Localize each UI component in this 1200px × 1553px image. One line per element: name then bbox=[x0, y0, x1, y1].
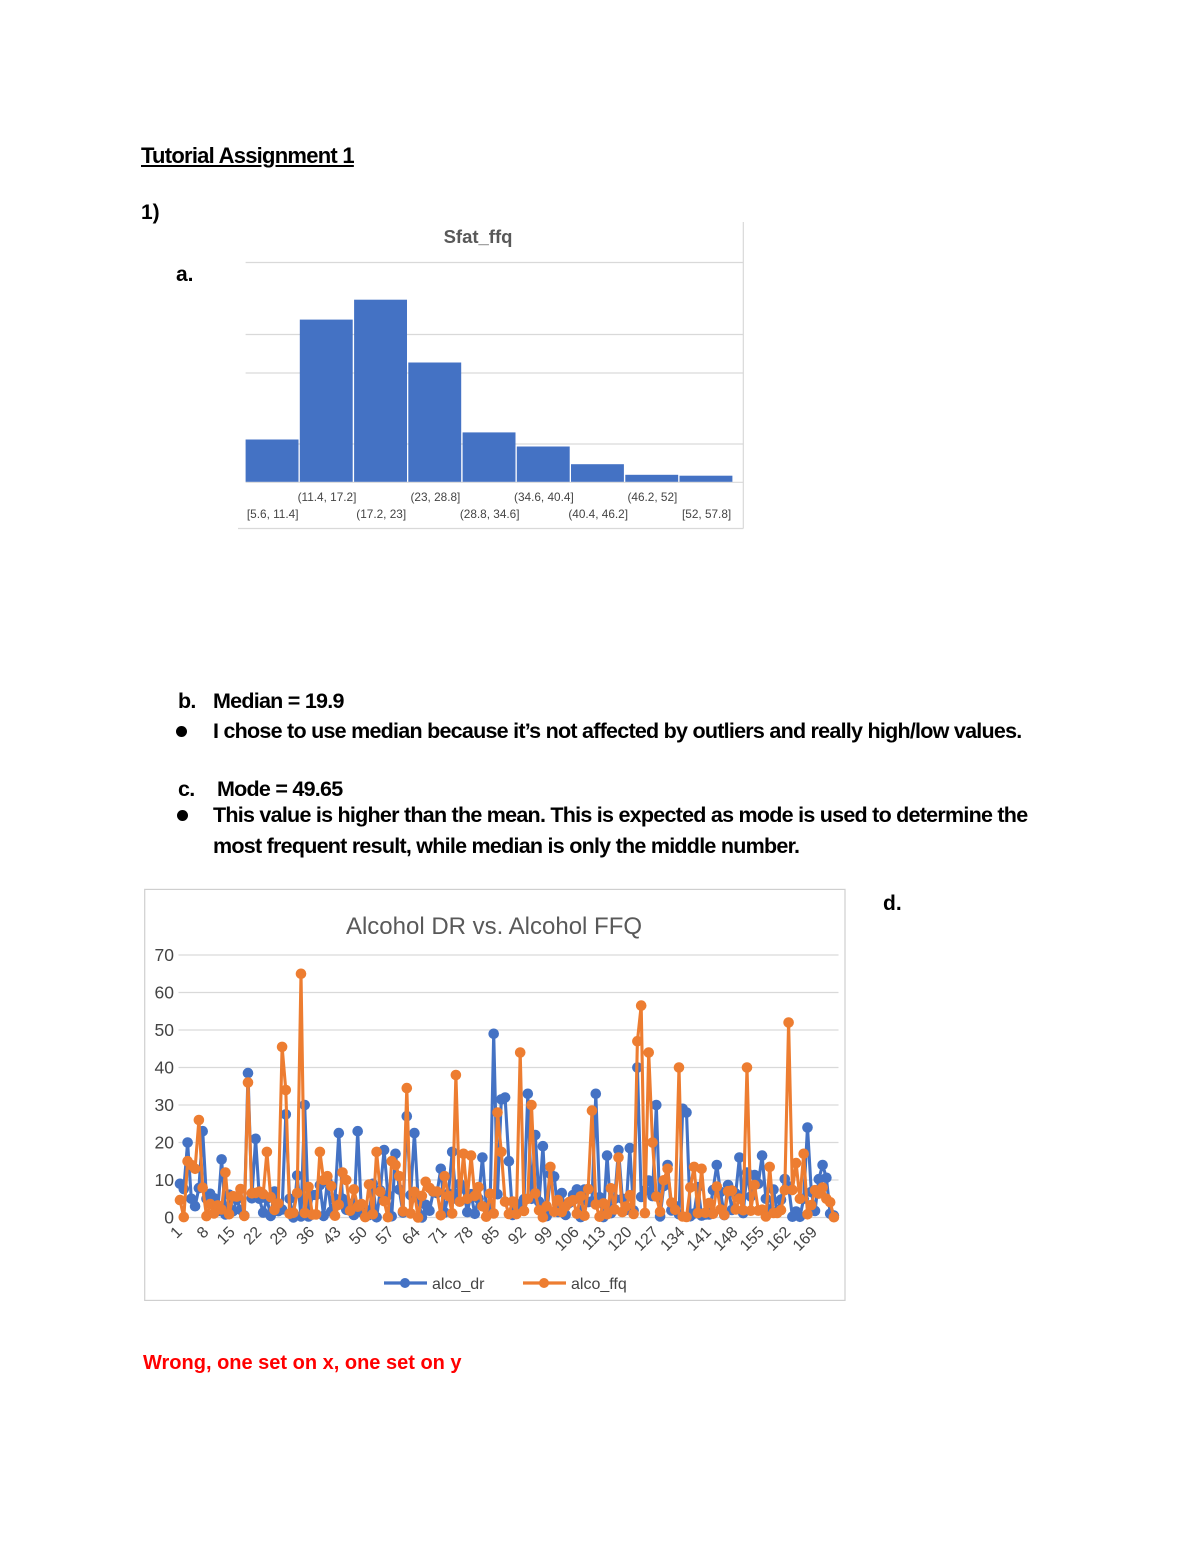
svg-text:Alcohol DR vs. Alcohol FFQ: Alcohol DR vs. Alcohol FFQ bbox=[346, 913, 642, 940]
svg-text:(23, 28.8]: (23, 28.8] bbox=[410, 490, 460, 504]
svg-text:Sfat_ffq: Sfat_ffq bbox=[444, 226, 513, 247]
svg-text:[5.6, 11.4]: [5.6, 11.4] bbox=[247, 507, 299, 521]
svg-text:alco_ffq: alco_ffq bbox=[571, 1276, 627, 1293]
svg-text:20: 20 bbox=[155, 1133, 175, 1153]
svg-text:(46.2, 52]: (46.2, 52] bbox=[627, 490, 677, 504]
svg-text:10: 10 bbox=[155, 1170, 175, 1190]
svg-text:(40.4, 46.2]: (40.4, 46.2] bbox=[568, 507, 628, 521]
svg-text:0: 0 bbox=[164, 1208, 174, 1228]
svg-text:(11.4, 17.2]: (11.4, 17.2] bbox=[298, 490, 357, 504]
svg-text:(34.6, 40.4]: (34.6, 40.4] bbox=[514, 490, 574, 504]
svg-text:70: 70 bbox=[155, 945, 175, 965]
svg-text:40: 40 bbox=[155, 1058, 175, 1078]
svg-text:(28.8, 34.6]: (28.8, 34.6] bbox=[460, 507, 520, 521]
svg-text:(17.2, 23]: (17.2, 23] bbox=[356, 507, 406, 521]
svg-text:alco_dr: alco_dr bbox=[432, 1276, 485, 1293]
svg-text:60: 60 bbox=[155, 983, 175, 1003]
svg-text:50: 50 bbox=[155, 1020, 175, 1040]
svg-text:[52, 57.8]: [52, 57.8] bbox=[682, 507, 731, 521]
svg-text:30: 30 bbox=[155, 1095, 175, 1115]
